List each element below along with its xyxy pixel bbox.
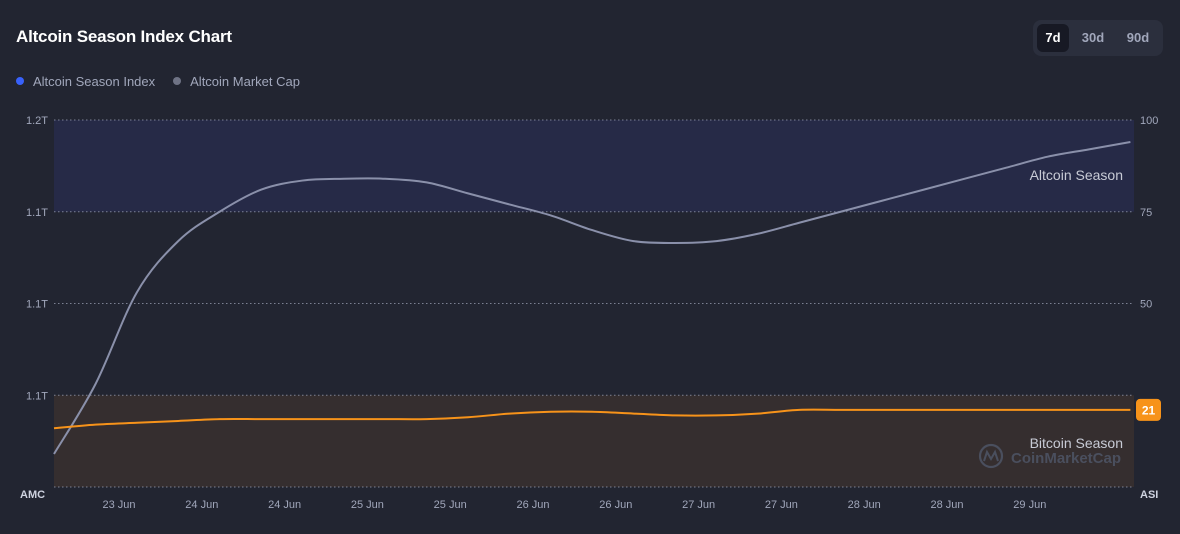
right-axis-tick-label: 100 [1140, 115, 1158, 127]
legend-item-market-cap[interactable]: Altcoin Market Cap [173, 74, 300, 89]
x-axis-tick-label: 25 Jun [434, 499, 467, 511]
right-axis-tick-label: 75 [1140, 207, 1152, 219]
chart-title: Altcoin Season Index Chart [16, 27, 232, 46]
x-axis-tick-label: 26 Jun [516, 499, 549, 511]
range-30d-button[interactable]: 30d [1081, 30, 1105, 45]
coinmarketcap-logo-mark-icon [983, 449, 999, 462]
x-axis-tick-label: 24 Jun [268, 499, 301, 511]
altcoin-season-band-label: Altcoin Season [1030, 167, 1123, 183]
legend-dot-market-cap-icon [173, 77, 182, 85]
left-axis-tick-label: 1.1T [26, 390, 48, 402]
right-axis-label: ASI [1140, 489, 1158, 501]
legend-label-index: Altcoin Season Index [33, 73, 156, 89]
legend-label-market-cap: Altcoin Market Cap [190, 73, 300, 89]
time-range-selector: 7d 30d 90d [1033, 20, 1163, 56]
left-axis-tick-label: 1.1T [26, 299, 48, 311]
right-axis-tick-label: 50 [1140, 299, 1152, 311]
watermark-text: CoinMarketCap [1011, 450, 1121, 467]
x-axis-tick-label: 27 Jun [765, 499, 798, 511]
x-axis-tick-label: 28 Jun [848, 499, 881, 511]
left-axis-tick-label: 1.2T [26, 115, 48, 127]
current-index-value: 21 [1142, 403, 1156, 417]
band-0 [54, 120, 1134, 212]
current-index-badge [1136, 398, 1161, 421]
x-axis-tick-label: 26 Jun [599, 499, 632, 511]
bitcoin-season-band-label: Bitcoin Season [1030, 435, 1123, 451]
x-axis-tick-label: 24 Jun [185, 499, 218, 511]
x-axis-tick-label: 27 Jun [682, 499, 715, 511]
x-axis-tick-label: 23 Jun [102, 499, 135, 511]
x-axis-tick-label: 25 Jun [351, 499, 384, 511]
chart-legend: Altcoin Season Index Altcoin Market Cap [16, 73, 318, 89]
left-axis-label: AMC [20, 489, 45, 501]
legend-item-index[interactable]: Altcoin Season Index [16, 74, 155, 89]
altcoin-market-cap-line [53, 141, 1131, 455]
coinmarketcap-watermark: CoinMarketCap [978, 443, 1121, 469]
coinmarketcap-logo-icon [978, 443, 1004, 469]
altcoin-season-index-line [53, 408, 1131, 430]
x-axis-tick-label: 28 Jun [930, 499, 963, 511]
x-axis-tick-label: 29 Jun [1013, 499, 1046, 511]
range-7d-button[interactable]: 7d [1037, 24, 1069, 52]
range-90d-button[interactable]: 90d [1126, 30, 1150, 45]
legend-dot-index-icon [16, 77, 24, 85]
left-axis-tick-label: 1.1T [26, 207, 48, 219]
